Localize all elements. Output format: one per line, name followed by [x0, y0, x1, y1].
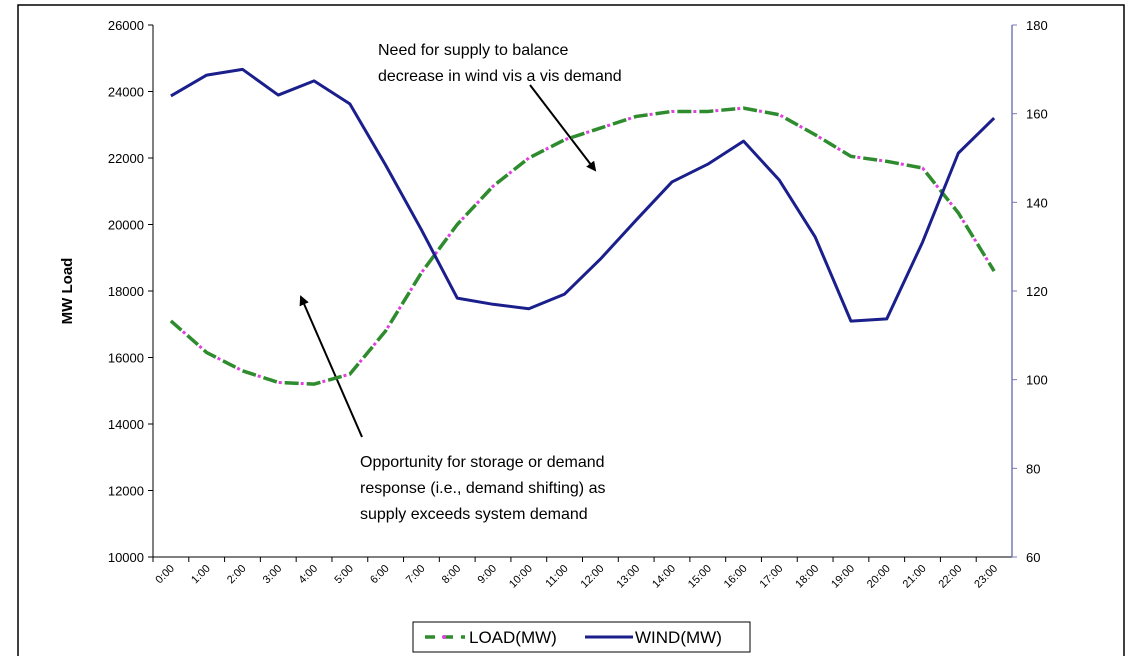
y2-tick-label: 140	[1026, 195, 1048, 210]
y2-tick-label: 180	[1026, 18, 1048, 33]
x-tick-label: 11:00	[543, 563, 570, 590]
y2-tick-label: 80	[1026, 461, 1040, 476]
y2-tick-label: 100	[1026, 373, 1048, 388]
x-tick-label: 13:00	[614, 563, 642, 591]
y-tick-label: 14000	[108, 417, 144, 432]
x-tick-label: 2:00	[225, 563, 249, 587]
x-tick-label: 4:00	[297, 563, 321, 587]
x-tick-label: 10:00	[507, 563, 535, 591]
y-tick-label: 22000	[108, 151, 144, 166]
load-line	[169, 106, 996, 386]
annotation: Need for supply to balance	[378, 42, 568, 59]
y2-tick-label: 60	[1026, 550, 1040, 565]
legend-label: LOAD(MW)	[469, 628, 557, 647]
x-tick-label: 3:00	[261, 563, 285, 587]
legend-box	[412, 621, 751, 653]
x-tick-label: 8:00	[440, 563, 464, 587]
y-tick-label: 18000	[108, 284, 144, 299]
y-tick-label: 24000	[108, 85, 144, 100]
y-tick-label: 26000	[108, 18, 144, 33]
x-tick-label: 19:00	[829, 563, 857, 591]
annotation: decrease in wind vis a vis demand	[378, 68, 622, 85]
x-tick-label: 1:00	[189, 563, 213, 587]
annotation: response (i.e., demand shifting) as	[360, 480, 605, 497]
y-tick-label: 20000	[108, 218, 144, 233]
load-line-dots	[169, 106, 996, 386]
y2-tick-label: 160	[1026, 107, 1048, 122]
annotation: supply exceeds system demand	[360, 506, 588, 523]
x-tick-label: 21:00	[901, 563, 929, 591]
x-tick-label: 20:00	[865, 563, 893, 591]
x-tick-label: 22:00	[936, 563, 964, 591]
x-tick-label: 14:00	[650, 563, 678, 591]
arrow	[529, 84, 597, 172]
annotation: Opportunity for storage or demand	[360, 454, 605, 471]
x-tick-label: 9:00	[476, 563, 500, 587]
y2-tick-label: 120	[1026, 284, 1048, 299]
frame	[17, 4, 1125, 656]
arrow	[299, 295, 363, 438]
wind-line	[170, 67, 996, 323]
x-tick-label: 16:00	[722, 563, 750, 591]
x-tick-label: 0:00	[153, 563, 177, 587]
x-tick-label: 17:00	[758, 563, 786, 591]
legend-swatch-dot	[442, 635, 446, 639]
x-tick-label: 5:00	[332, 563, 356, 587]
legend-label: WIND(MW)	[635, 628, 722, 647]
x-tick-label: 23:00	[972, 563, 1000, 591]
y-tick-label: 10000	[108, 550, 144, 565]
x-tick-label: 12:00	[579, 563, 607, 591]
x-tick-label: 7:00	[404, 563, 428, 587]
x-tick-label: 6:00	[368, 563, 392, 587]
y-tick-label: 12000	[108, 484, 144, 499]
x-tick-label: 15:00	[686, 563, 714, 591]
y-axis-label: MW Load	[59, 258, 76, 325]
y-tick-label: 16000	[108, 351, 144, 366]
x-tick-label: 18:00	[793, 563, 821, 591]
